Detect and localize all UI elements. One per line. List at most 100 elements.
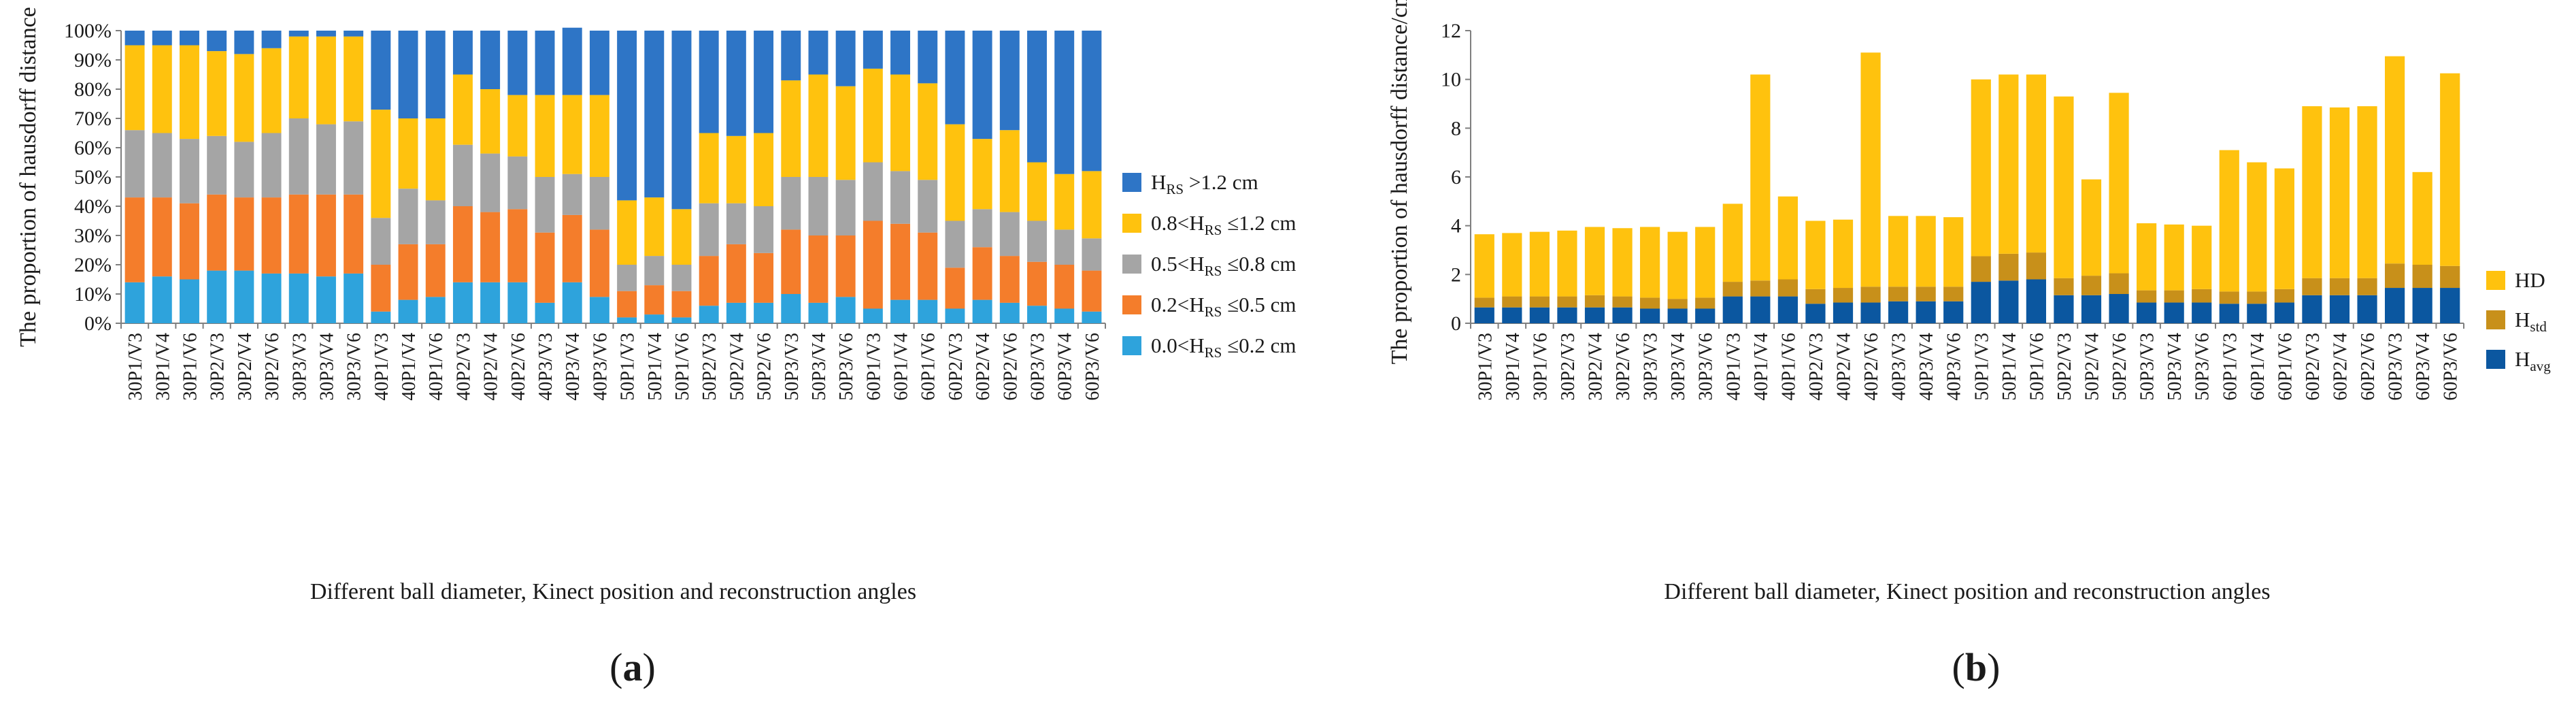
bar-segment [1888,216,1909,287]
bar-segment [1584,227,1605,295]
bar-segment [1082,311,1102,323]
bar-segment [1722,282,1743,297]
bar-segment [890,299,911,323]
y-tick-label: 70% [74,108,112,130]
x-tick-label: 30P1/V4 [1503,333,1524,401]
bar-segment [972,247,992,300]
bar-segment [644,256,665,286]
bar-segment [288,273,309,323]
bar-segment [699,133,719,203]
bar-segment [398,31,418,118]
bar-segment [835,86,856,180]
bar-segment [2357,106,2377,278]
x-tick-label: 40P2/V4 [1834,333,1855,401]
bar-segment [1805,289,1826,304]
bar-segment [2026,74,2046,253]
y-tick-label: 0% [84,312,112,335]
bar-segment [1860,287,1881,303]
x-tick-label: 40P3/V4 [563,333,584,401]
bar-segment [1998,74,2019,254]
x-tick-label: 40P2/V3 [1806,333,1827,401]
bar-segment [1971,256,1991,282]
bar-segment [835,31,856,86]
y-tick-label: 4 [1451,215,1461,238]
bar-segment [234,197,254,271]
y-tick-label: 8 [1451,117,1461,140]
bar-segment [398,244,418,300]
bar-segment [180,279,199,323]
bar-segment [480,31,501,89]
bar-segment [398,118,418,189]
x-tick-label: 40P1/V3 [371,333,392,401]
bar-segment [1027,162,1047,221]
bar-segment [2440,265,2460,289]
bar-segment [2081,179,2102,276]
y-tick-label: 12 [1441,20,1461,42]
x-tick-label: 40P2/V6 [508,333,529,401]
bar-segment [2109,273,2129,294]
bar-segment [1722,203,1743,282]
x-tick-label: 50P3/V4 [2164,333,2186,401]
bar-segment [781,177,801,230]
bar-segment [398,189,418,244]
x-tick-label: 30P2/V4 [235,333,256,401]
x-tick-label: 60P3/V6 [1082,333,1103,401]
bar-segment [507,209,528,282]
x-tick-label: 60P3/V4 [1055,333,1076,401]
bar-segment [945,267,965,309]
bar-segment [2302,278,2322,295]
bar-segment [863,220,883,309]
bar-segment [1640,297,1660,309]
y-axis-title: The proportion of hausdorff distance/cm [1387,0,1412,364]
bar-segment [781,80,801,177]
bar-segment [2164,290,2184,303]
bar-segment [425,200,446,244]
legend-swatch [1122,214,1141,233]
panel-label-b: (b) [1952,645,2001,689]
bar-segment [207,194,227,271]
x-tick-label: 60P2/V3 [946,333,967,401]
legend-swatch [2486,271,2505,290]
x-tick-label: 30P2/V3 [207,333,229,401]
bar-segment [1027,220,1047,262]
x-tick-label: 60P3/V3 [2386,333,2407,401]
bar-segment [2440,288,2460,323]
bar-segment [371,265,391,312]
x-tick-label: 40P1/V6 [426,333,447,401]
bar-segment [1805,304,1826,323]
bar-segment [644,31,665,198]
y-tick-label: 90% [74,49,112,71]
x-tick-label: 40P3/V4 [1916,333,1937,401]
bar-segment [261,31,282,48]
bar-segment [344,121,364,195]
legend-label: 0.2<HRS ≤0.5 cm [1151,293,1296,320]
x-tick-label: 30P3/V4 [316,333,337,401]
x-tick-label: 50P1/V3 [1971,333,1992,401]
y-tick-label: 20% [74,254,112,276]
bar-segment [261,133,282,198]
bar-segment [617,31,637,201]
bar-segment [398,299,418,323]
bar-segment [644,197,665,257]
bar-segment [2274,289,2294,303]
bar-segment [207,270,227,323]
bar-segment [754,302,774,323]
bar-segment [2302,295,2322,323]
bar-segment [535,95,555,177]
bar-segment [344,194,364,274]
bar-segment [644,314,665,323]
bar-segment [835,297,856,323]
bar-segment [288,194,309,274]
chart-b: 0 2 4 6 8 10 12 30P1/V3 30P1/V4 30P1/V6 30P2/V3 30P… [1387,0,2551,604]
bar-segment [2137,302,2157,323]
x-tick-label: 60P1/V3 [863,333,884,401]
bar-segment [316,124,336,195]
bar-segment [344,273,364,323]
bar-segment [726,135,746,203]
bar-segment [1584,295,1605,308]
bar-segment [754,206,774,253]
bar-segment [507,95,528,157]
bar-segment [863,162,883,221]
bar-segment [2274,302,2294,323]
